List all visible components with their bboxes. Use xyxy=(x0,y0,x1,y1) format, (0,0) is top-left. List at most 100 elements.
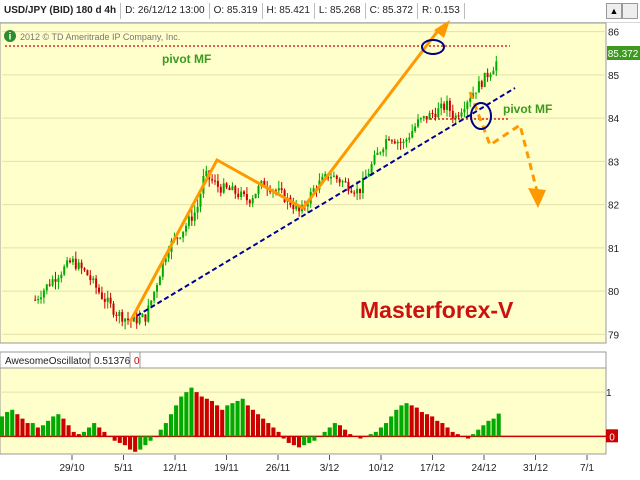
candle-body xyxy=(373,154,376,165)
candle-body xyxy=(103,298,106,302)
candle-body xyxy=(231,186,234,191)
candle-body xyxy=(34,299,37,301)
candle-body xyxy=(431,113,434,115)
candle-body xyxy=(164,258,167,263)
candle-body xyxy=(382,149,385,153)
copyright-text: 2012 © TD Ameritrade IP Company, Inc. xyxy=(20,32,180,42)
candle-body xyxy=(115,314,118,316)
candle-body xyxy=(71,258,74,263)
candle-body xyxy=(240,191,243,198)
candle-body xyxy=(167,252,170,259)
price-tick-label: 85 xyxy=(608,71,620,82)
candle-body xyxy=(54,279,57,282)
candle-body xyxy=(237,193,240,198)
candle-body xyxy=(60,274,63,279)
candle-body xyxy=(440,103,443,109)
price-tick-label: 83 xyxy=(608,157,620,168)
candle-body xyxy=(390,140,393,142)
candle-body xyxy=(222,183,225,193)
candle-body xyxy=(153,291,156,301)
candle-body xyxy=(124,318,127,322)
scroll-left-icon[interactable]: ▲ xyxy=(606,3,622,19)
candle-body xyxy=(405,139,408,142)
candle-body xyxy=(234,186,237,194)
candle-body xyxy=(437,108,440,118)
candle-body xyxy=(274,190,277,192)
toggle-panel-icon[interactable] xyxy=(622,3,638,19)
candle-body xyxy=(187,216,190,226)
candle-body xyxy=(127,318,130,321)
candle-body xyxy=(86,270,89,276)
price-tick-label: 84 xyxy=(608,114,620,125)
candle-body xyxy=(321,176,324,181)
candle-body xyxy=(419,118,422,120)
candle-body xyxy=(280,188,283,191)
time-axis-bg xyxy=(0,455,640,480)
candle-body xyxy=(379,152,382,154)
open-label: O: 85.319 xyxy=(210,3,263,19)
candle-body xyxy=(434,113,437,118)
candle-body xyxy=(298,205,301,212)
oscillator-title[interactable]: AwesomeOscillator xyxy=(5,356,91,367)
candle-body xyxy=(118,312,121,316)
candle-body xyxy=(402,141,405,144)
candle-body xyxy=(463,109,466,113)
candle-body xyxy=(80,262,83,269)
candle-body xyxy=(51,279,54,286)
info-icon[interactable] xyxy=(4,30,16,42)
candle-body xyxy=(335,175,338,180)
candle-body xyxy=(132,316,135,322)
date-label: D: 26/12/12 13:00 xyxy=(121,3,210,19)
candle-body xyxy=(486,72,489,78)
candle-body xyxy=(225,183,228,188)
candle-body xyxy=(182,231,185,238)
candle-body xyxy=(45,284,48,291)
candle-body xyxy=(205,170,208,177)
candle-body xyxy=(135,316,138,324)
candle-body xyxy=(98,287,101,293)
candle-body xyxy=(63,266,66,275)
candle-body xyxy=(399,141,402,144)
price-panel xyxy=(0,22,607,344)
close-label: C: 85.372 xyxy=(366,3,418,19)
time-tick-label: 12/11 xyxy=(163,463,188,474)
price-tick-label: 82 xyxy=(608,201,620,212)
candle-body xyxy=(385,139,388,150)
candle-body xyxy=(100,292,103,299)
price-tick-label: 86 xyxy=(608,28,620,39)
price-tick-label: 80 xyxy=(608,287,620,298)
candle-body xyxy=(332,175,335,177)
candle-body xyxy=(106,297,109,302)
candle-body xyxy=(292,205,295,210)
candle-body xyxy=(243,191,246,195)
candle-body xyxy=(57,278,60,282)
price-tick-label: 81 xyxy=(608,244,620,255)
candle-body xyxy=(248,200,251,204)
candle-body xyxy=(138,317,141,324)
candle-body xyxy=(161,262,164,277)
low-label: L: 85.268 xyxy=(315,3,366,19)
chart-header: USD/JPY (BID) 180 d 4h D: 26/12/12 13:00… xyxy=(0,0,640,23)
info-icon-glyph: i xyxy=(9,32,12,43)
candle-body xyxy=(414,126,417,132)
candle-body xyxy=(475,92,478,94)
symbol-label[interactable]: USD/JPY (BID) 180 d 4h xyxy=(0,3,122,19)
time-tick-label: 10/12 xyxy=(368,463,393,474)
candle-body xyxy=(219,186,222,193)
candle-body xyxy=(469,98,472,103)
time-tick-label: 19/11 xyxy=(214,463,239,474)
candle-body xyxy=(179,237,182,239)
candle-body xyxy=(443,103,446,110)
candle-body xyxy=(367,173,370,177)
candle-body xyxy=(312,188,315,192)
pivot-oval xyxy=(470,102,492,130)
candle-body xyxy=(350,190,353,193)
candle-body xyxy=(451,110,454,119)
time-axis: 29/10 5/11 12/11 19/11 26/11 3/12 10/12 17/12 24… xyxy=(0,455,640,480)
time-tick-label: 26/11 xyxy=(266,463,291,474)
candle-body xyxy=(74,258,77,269)
candle-body xyxy=(480,81,483,87)
candle-body xyxy=(190,216,193,221)
oscillator-value: 0.51376 xyxy=(94,356,131,367)
candle-body xyxy=(147,305,150,322)
